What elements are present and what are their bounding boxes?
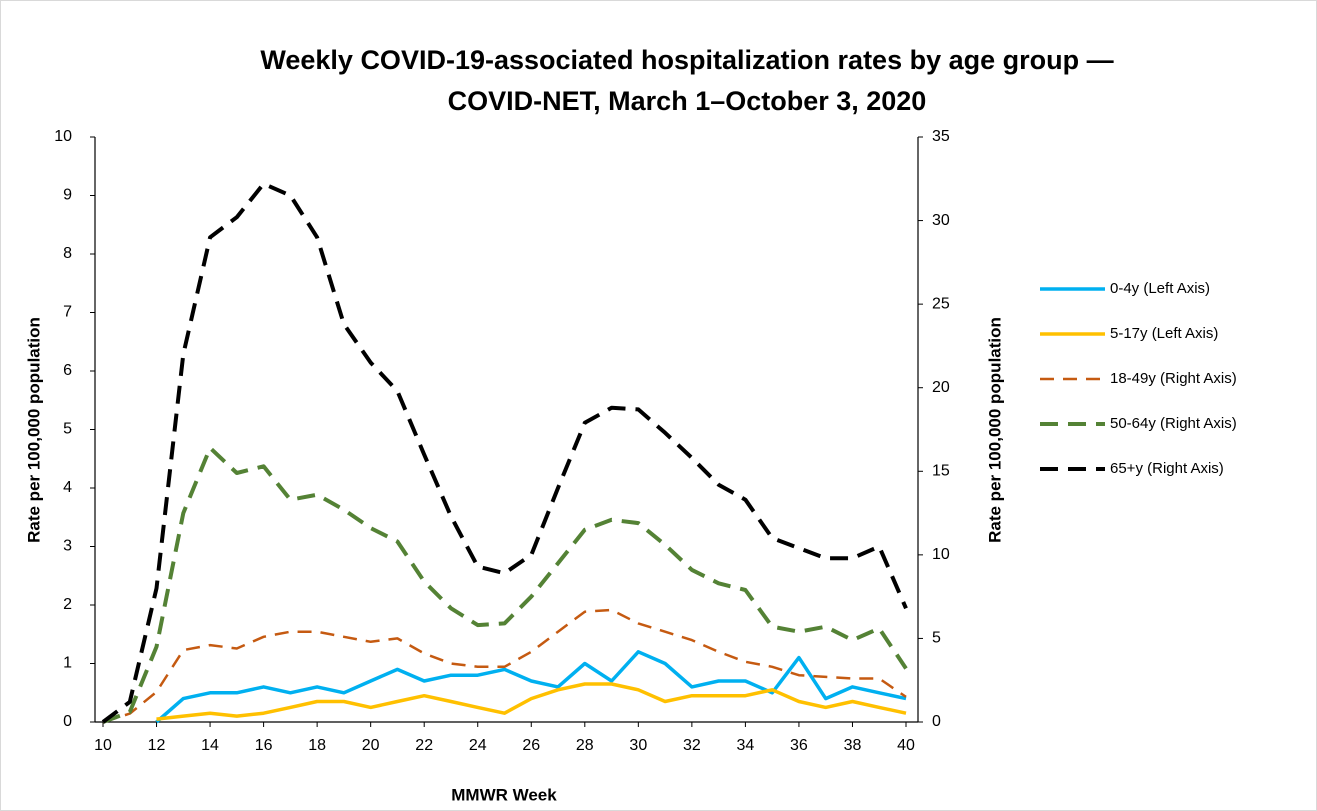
y2-tick-label: 20 bbox=[932, 379, 950, 396]
x-tick-label: 10 bbox=[94, 737, 112, 754]
series-line bbox=[155, 650, 907, 724]
y2-tick-label: 25 bbox=[932, 295, 950, 312]
chart-title: Weekly COVID-19-associated hospitalizati… bbox=[260, 45, 1113, 75]
x-axis-title: MMWR Week bbox=[451, 785, 557, 804]
y-tick-label: 5 bbox=[63, 421, 72, 438]
y-tick-label: 2 bbox=[63, 596, 72, 613]
x-tick-label: 20 bbox=[362, 737, 380, 754]
x-tick-label: 30 bbox=[629, 737, 647, 754]
legend-label: 50-64y (Right Axis) bbox=[1110, 415, 1237, 432]
x-tick-label: 32 bbox=[683, 737, 701, 754]
y2-tick-label: 0 bbox=[932, 713, 941, 730]
y-tick-label: 1 bbox=[63, 655, 72, 672]
y2-axis-title: Rate per 100,000 population bbox=[985, 317, 1004, 543]
x-tick-label: 18 bbox=[308, 737, 326, 754]
chart-title: COVID-NET, March 1–October 3, 2020 bbox=[448, 86, 927, 116]
y2-tick-label: 15 bbox=[932, 463, 950, 480]
y-tick-label: 6 bbox=[63, 362, 72, 379]
x-tick-label: 26 bbox=[522, 737, 540, 754]
series-line bbox=[102, 608, 907, 724]
y2-tick-label: 35 bbox=[932, 128, 950, 145]
y-tick-label: 10 bbox=[54, 128, 72, 145]
x-tick-label: 12 bbox=[148, 737, 166, 754]
series-line bbox=[156, 682, 907, 721]
x-tick-label: 40 bbox=[897, 737, 915, 754]
x-tick-label: 34 bbox=[737, 737, 755, 754]
x-tick-label: 16 bbox=[255, 737, 273, 754]
y-axis-title: Rate per 100,000 population bbox=[24, 317, 43, 543]
y2-tick-label: 10 bbox=[932, 546, 950, 563]
x-tick-label: 24 bbox=[469, 737, 487, 754]
y-tick-label: 9 bbox=[63, 187, 72, 204]
series-line bbox=[102, 445, 908, 724]
legend-label: 18-49y (Right Axis) bbox=[1110, 370, 1237, 387]
x-tick-label: 28 bbox=[576, 737, 594, 754]
legend-label: 65+y (Right Axis) bbox=[1110, 460, 1224, 477]
y2-tick-label: 5 bbox=[932, 630, 941, 647]
y-tick-label: 0 bbox=[63, 713, 72, 730]
y-tick-label: 3 bbox=[63, 538, 72, 555]
x-tick-label: 14 bbox=[201, 737, 219, 754]
y-tick-label: 7 bbox=[63, 304, 72, 321]
y-tick-label: 4 bbox=[63, 479, 72, 496]
x-tick-label: 22 bbox=[415, 737, 433, 754]
y-tick-label: 8 bbox=[63, 245, 72, 262]
y2-tick-label: 30 bbox=[932, 212, 950, 229]
legend-label: 5-17y (Left Axis) bbox=[1110, 325, 1218, 342]
series-line bbox=[101, 181, 908, 724]
legend-label: 0-4y (Left Axis) bbox=[1110, 280, 1210, 297]
x-tick-label: 36 bbox=[790, 737, 808, 754]
x-tick-label: 38 bbox=[844, 737, 862, 754]
